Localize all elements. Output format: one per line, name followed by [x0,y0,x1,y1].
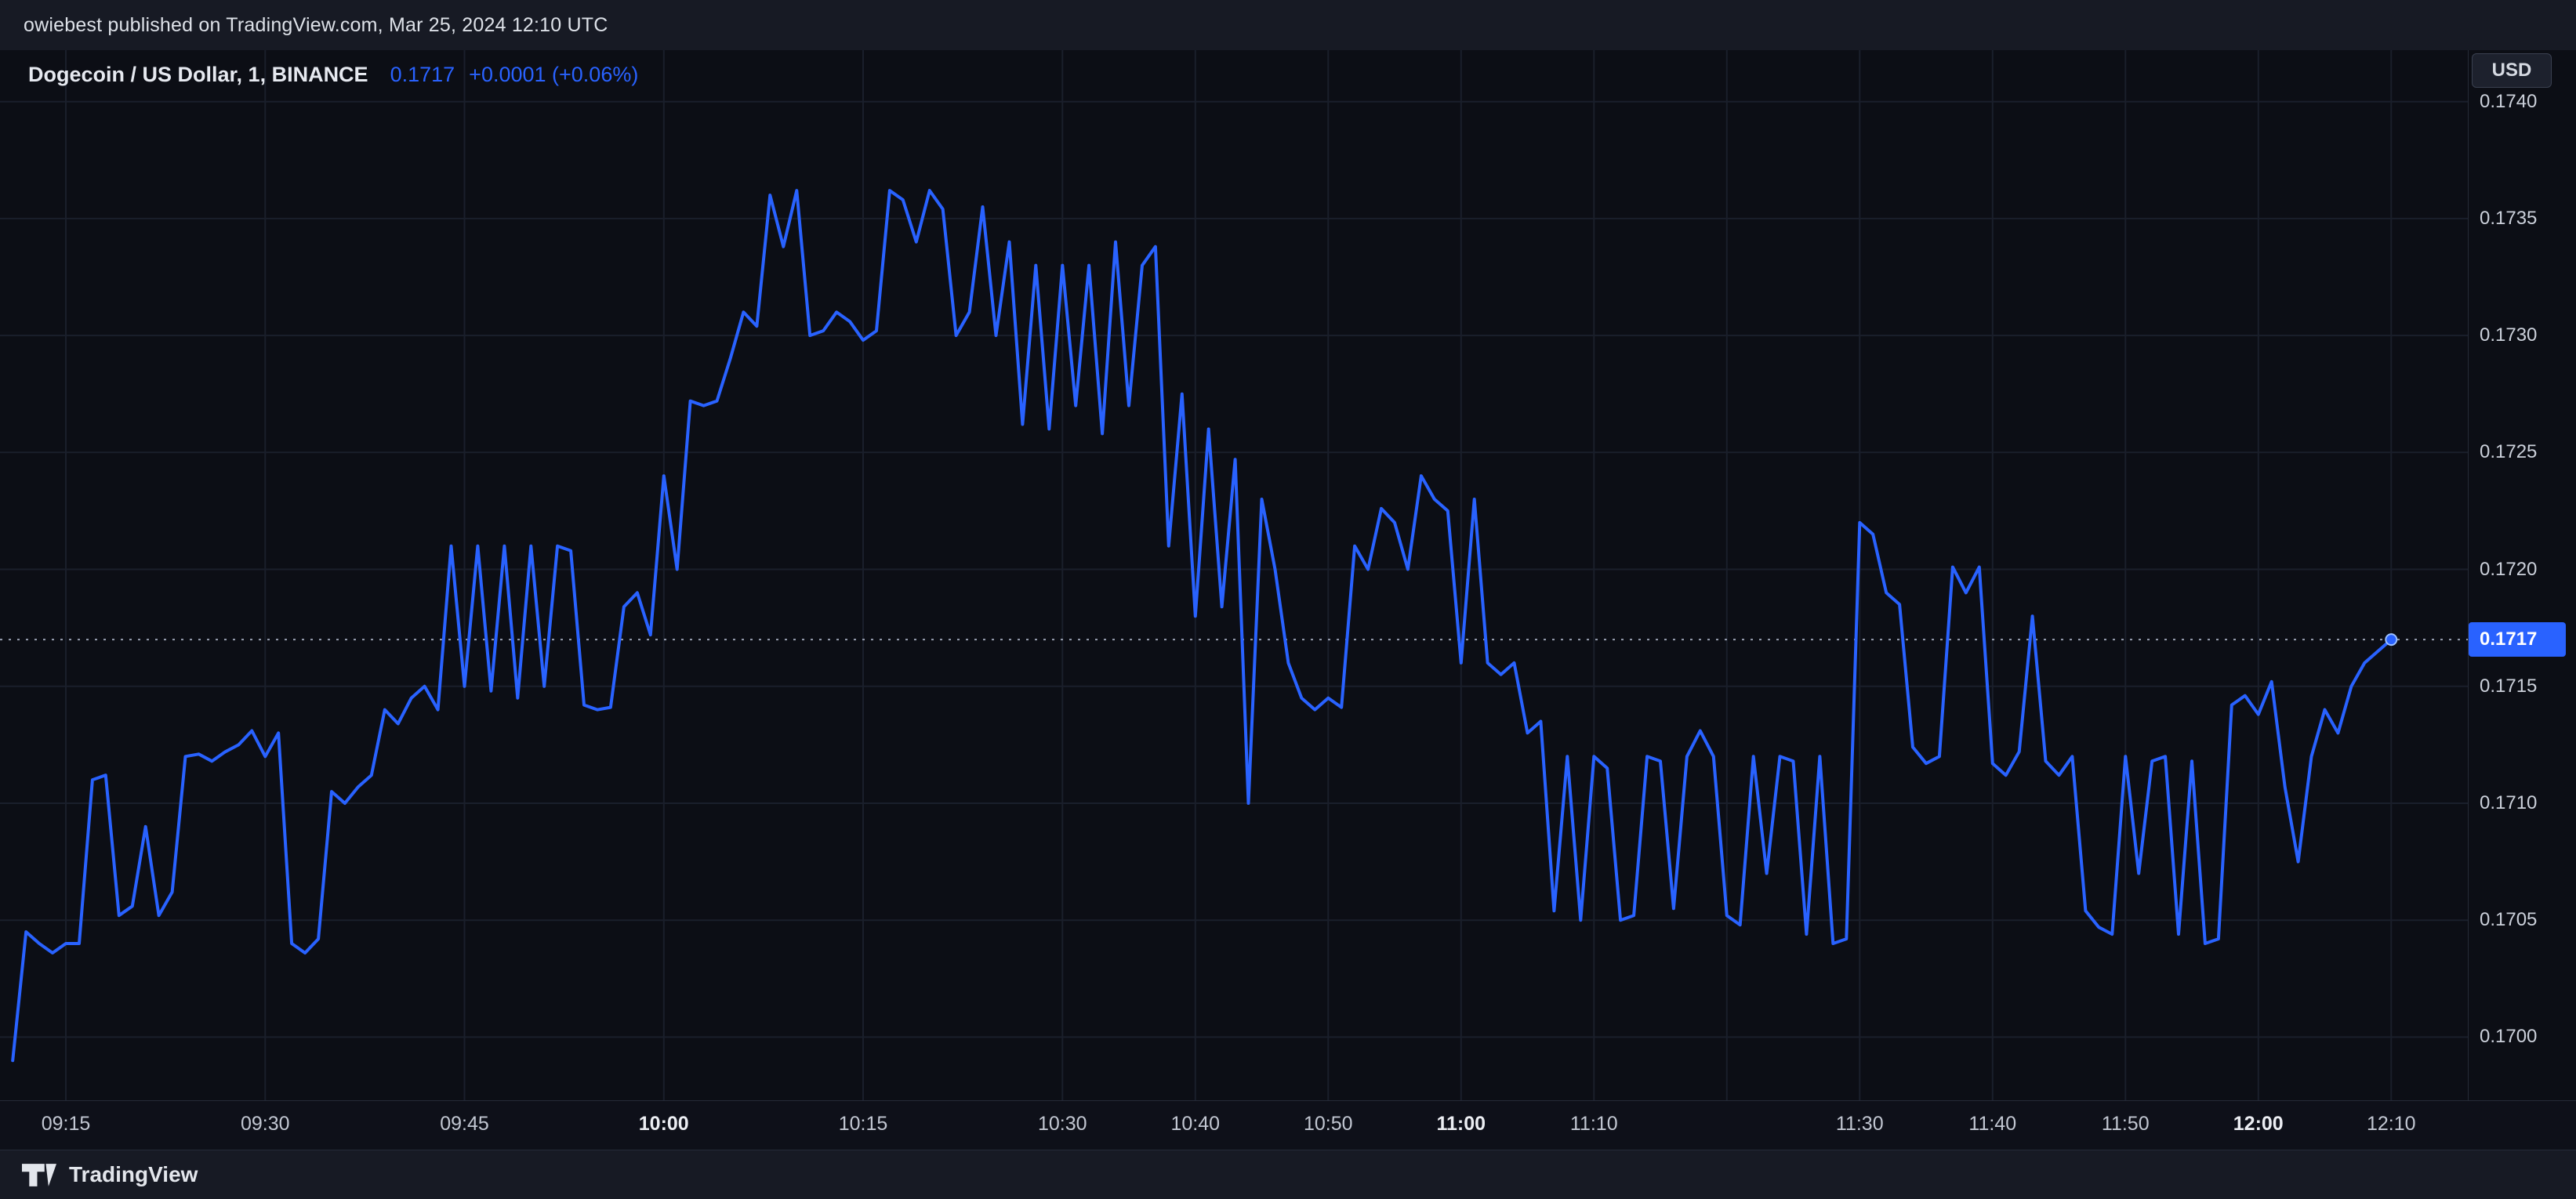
price-tick: 0.1720 [2480,558,2538,580]
time-tick: 09:30 [240,1113,290,1135]
price-tick: 0.1730 [2480,324,2538,346]
last-price-dot [2385,633,2398,647]
price-axis[interactable]: USD 0.1717 0.1740 0.1735 0.1730 0.1725 0.172… [2468,50,2576,1100]
time-tick: 09:45 [440,1113,489,1135]
quote-price: 0.1717 [390,63,455,86]
footer-bar: TradingView [0,1150,2576,1199]
time-tick: 12:00 [2233,1113,2284,1135]
price-tick: 0.1710 [2480,791,2538,813]
symbol-title[interactable]: Dogecoin / US Dollar, 1, BINANCE [28,63,368,86]
time-tick: 11:40 [1968,1113,2017,1135]
time-tick: 12:10 [2366,1113,2416,1135]
price-chart-svg[interactable] [0,50,2468,1100]
price-tick: 0.1715 [2480,675,2538,697]
tradingview-logo-icon [22,1163,56,1186]
tradingview-logo[interactable] [22,1163,56,1186]
time-tick: 10:50 [1303,1113,1353,1135]
time-axis[interactable]: 09:15 09:30 09:45 10:00 10:15 10:30 10:40 10:50… [0,1100,2576,1150]
quote-change: +0.0001 (+0.06%) [469,63,639,86]
time-tick: 10:15 [838,1113,888,1135]
price-tick: 0.1735 [2480,207,2538,229]
tradingview-brand: TradingView [69,1162,198,1186]
chart-legend: Dogecoin / US Dollar, 1, BINANCE 0.1717 … [28,63,638,87]
price-tick: 0.1740 [2480,90,2538,112]
price-tick: 0.1700 [2480,1026,2538,1048]
time-tick: 11:50 [2101,1113,2150,1135]
last-price-label: 0.1717 [2469,622,2566,657]
chart-region: Dogecoin / US Dollar, 1, BINANCE 0.1717 … [0,50,2576,1100]
time-tick: 09:15 [41,1113,91,1135]
time-tick: 10:40 [1170,1113,1221,1135]
currency-button[interactable]: USD [2472,53,2552,88]
time-tick: 11:10 [1569,1113,1618,1135]
time-tick: 10:00 [638,1113,689,1135]
time-tick: 11:30 [1835,1113,1884,1135]
time-tick: 10:30 [1037,1113,1087,1135]
chart-pane[interactable]: Dogecoin / US Dollar, 1, BINANCE 0.1717 … [0,50,2468,1100]
time-tick: 11:00 [1436,1113,1486,1135]
attribution-bar: owiebest published on TradingView.com, M… [0,0,2576,50]
attribution-text: owiebest published on TradingView.com, M… [24,13,608,36]
price-line[interactable] [11,189,2393,1063]
price-tick: 0.1725 [2480,441,2538,463]
quote: 0.1717 +0.0001 (+0.06%) [390,63,639,87]
price-tick: 0.1705 [2480,909,2538,931]
